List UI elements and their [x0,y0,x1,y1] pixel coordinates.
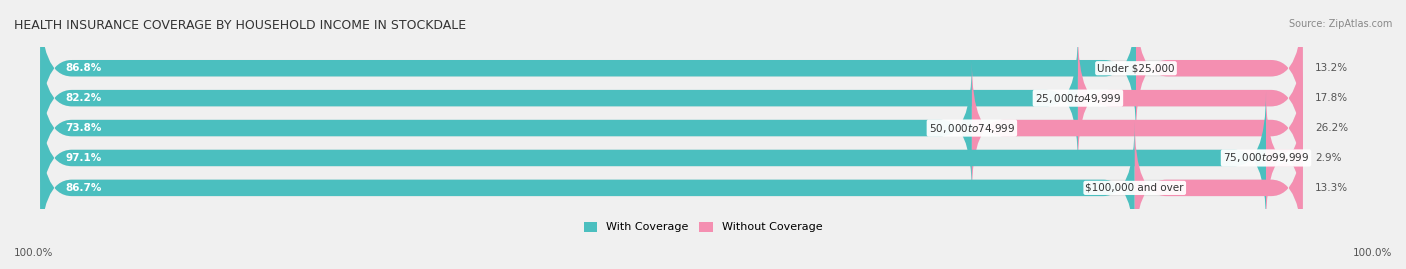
FancyBboxPatch shape [41,121,1302,254]
Text: HEALTH INSURANCE COVERAGE BY HOUSEHOLD INCOME IN STOCKDALE: HEALTH INSURANCE COVERAGE BY HOUSEHOLD I… [14,19,467,32]
FancyBboxPatch shape [41,62,972,194]
FancyBboxPatch shape [1265,91,1302,225]
FancyBboxPatch shape [41,121,1135,254]
FancyBboxPatch shape [41,91,1265,225]
Text: 82.2%: 82.2% [66,93,101,103]
Text: 13.3%: 13.3% [1315,183,1348,193]
FancyBboxPatch shape [1135,121,1302,254]
FancyBboxPatch shape [41,2,1136,135]
Text: 73.8%: 73.8% [66,123,101,133]
Text: 86.7%: 86.7% [66,183,101,193]
FancyBboxPatch shape [1078,31,1302,165]
FancyBboxPatch shape [41,62,1302,194]
Text: Under $25,000: Under $25,000 [1097,63,1175,73]
Text: $50,000 to $74,999: $50,000 to $74,999 [929,122,1015,134]
FancyBboxPatch shape [41,31,1078,165]
Text: 97.1%: 97.1% [66,153,101,163]
Text: Source: ZipAtlas.com: Source: ZipAtlas.com [1288,19,1392,29]
Legend: With Coverage, Without Coverage: With Coverage, Without Coverage [583,222,823,232]
Text: 100.0%: 100.0% [14,248,53,258]
Text: 13.2%: 13.2% [1315,63,1348,73]
Text: 26.2%: 26.2% [1315,123,1348,133]
FancyBboxPatch shape [972,62,1302,194]
FancyBboxPatch shape [41,2,1302,135]
FancyBboxPatch shape [41,91,1302,225]
Text: $25,000 to $49,999: $25,000 to $49,999 [1035,92,1121,105]
Text: 100.0%: 100.0% [1353,248,1392,258]
FancyBboxPatch shape [1136,2,1302,135]
FancyBboxPatch shape [41,31,1302,165]
Text: $100,000 and over: $100,000 and over [1085,183,1184,193]
Text: 86.8%: 86.8% [66,63,101,73]
Text: $75,000 to $99,999: $75,000 to $99,999 [1223,151,1309,164]
Text: 2.9%: 2.9% [1315,153,1341,163]
Text: 17.8%: 17.8% [1315,93,1348,103]
